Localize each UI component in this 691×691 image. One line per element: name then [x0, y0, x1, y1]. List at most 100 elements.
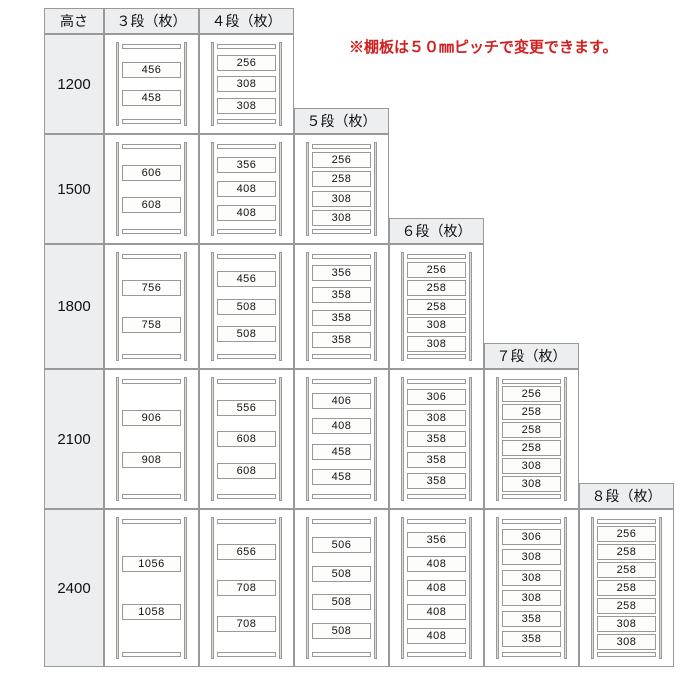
- board-value: 458: [312, 444, 371, 460]
- board-value: 708: [217, 616, 276, 632]
- shelf-cell-2400-4: 656708708: [199, 509, 294, 667]
- board-value: 408: [217, 181, 276, 197]
- shelf-cell-2100-7: 256258258258308308: [484, 369, 579, 509]
- board-value: 258: [597, 562, 656, 578]
- board-value: 508: [312, 623, 371, 639]
- tier-header-6: ６段（枚）: [389, 218, 484, 244]
- board-value: 1058: [122, 604, 181, 620]
- board-value: 258: [407, 280, 466, 296]
- board-value: 258: [502, 422, 561, 438]
- shelf-cell-2400-5: 506 508 508 508: [294, 509, 389, 667]
- board-value: 356: [217, 157, 276, 173]
- board-value: 358: [312, 287, 371, 303]
- board-value: 356: [312, 265, 371, 281]
- board-value: 456: [122, 62, 181, 78]
- board-value: 308: [502, 476, 561, 492]
- shelf-cell-2400-3: 1056 1058: [104, 509, 199, 667]
- shelf-cell-2100-6: 306308358358358: [389, 369, 484, 509]
- board-value: 258: [597, 544, 656, 560]
- board-value: 308: [407, 336, 466, 352]
- shelf-cell-1800-5: 356 358 358 358: [294, 244, 389, 369]
- shelf-cell-2400-7: 306308308308358358: [484, 509, 579, 667]
- shelf-diagram: 356 408 408: [211, 142, 282, 236]
- board-value: 308: [502, 570, 561, 586]
- board-value: 308: [597, 634, 656, 650]
- board-value: 1056: [122, 556, 181, 572]
- board-value: 358: [502, 631, 561, 647]
- shelf-diagram: 356 358 358 358: [306, 252, 377, 361]
- board-value: 408: [217, 205, 276, 221]
- board-value: 308: [502, 590, 561, 606]
- board-value: 456: [217, 271, 276, 287]
- shelf-cell-2100-4: 556 608 608: [199, 369, 294, 509]
- tier-header-7: ７段（枚）: [484, 343, 579, 369]
- height-label-1800: 1800: [44, 244, 104, 369]
- shelf-diagram: 256308308: [211, 42, 282, 126]
- board-value: 508: [312, 566, 371, 582]
- board-value: 358: [407, 473, 466, 489]
- board-value: 606: [122, 165, 181, 181]
- board-value: 308: [312, 210, 371, 226]
- board-value: 408: [407, 604, 466, 620]
- board-value: 408: [312, 418, 371, 434]
- shelf-cell-1800-6: 256258258308308: [389, 244, 484, 369]
- shelf-diagram: 556 608 608: [211, 377, 282, 501]
- shelf-diagram: 506 508 508 508: [306, 517, 377, 659]
- board-value: 906: [122, 410, 181, 426]
- tier-header-3: ３段（枚）: [104, 8, 199, 34]
- tier-header-8: ８段（枚）: [579, 483, 674, 509]
- board-value: 306: [502, 529, 561, 545]
- board-value: 256: [407, 262, 466, 278]
- board-value: 306: [407, 389, 466, 405]
- shelf-cell-2400-6: 356 408 408 408 408: [389, 509, 484, 667]
- board-value: 508: [312, 594, 371, 610]
- shelf-cell-1500-4: 356 408 408: [199, 134, 294, 244]
- board-value: 408: [407, 580, 466, 596]
- board-value: 608: [122, 197, 181, 213]
- board-value: 608: [217, 431, 276, 447]
- height-label-1500: 1500: [44, 134, 104, 244]
- board-value: 258: [502, 404, 561, 420]
- board-value: 458: [122, 90, 181, 106]
- tier-header-4: ４段（枚）: [199, 8, 294, 34]
- board-value: 506: [312, 537, 371, 553]
- shelf-cell-1800-4: 456 508 508: [199, 244, 294, 369]
- shelf-diagram: 256258258258258308308: [591, 517, 662, 659]
- board-value: 908: [122, 452, 181, 468]
- board-value: 608: [217, 463, 276, 479]
- height-header: 高さ: [44, 8, 104, 34]
- board-value: 256: [502, 386, 561, 402]
- board-value: 406: [312, 393, 371, 409]
- board-value: 308: [217, 98, 276, 114]
- shelf-diagram: 656708708: [211, 517, 282, 659]
- board-value: 358: [312, 310, 371, 326]
- board-value: 308: [407, 410, 466, 426]
- shelf-diagram: 306308308308358358: [496, 517, 567, 659]
- shelf-cell-1800-3: 756758: [104, 244, 199, 369]
- board-value: 258: [597, 598, 656, 614]
- shelf-cell-1200-3: 456 458: [104, 34, 199, 134]
- board-value: 508: [217, 326, 276, 342]
- board-value: 408: [407, 628, 466, 644]
- board-value: 708: [217, 580, 276, 596]
- board-value: 508: [217, 299, 276, 315]
- board-value: 308: [502, 549, 561, 565]
- board-value: 308: [407, 317, 466, 333]
- board-value: 258: [597, 580, 656, 596]
- shelf-diagram: 756758: [116, 252, 187, 361]
- shelf-cell-1500-5: 256258308308: [294, 134, 389, 244]
- board-value: 408: [407, 556, 466, 572]
- shelf-cell-1200-4: 256308308: [199, 34, 294, 134]
- board-value: 256: [312, 152, 371, 168]
- board-value: 358: [407, 452, 466, 468]
- board-value: 356: [407, 532, 466, 548]
- shelf-diagram: 906 908: [116, 377, 187, 501]
- board-value: 256: [217, 55, 276, 71]
- shelf-diagram: 406408458458: [306, 377, 377, 501]
- board-value: 308: [597, 616, 656, 632]
- board-value: 556: [217, 400, 276, 416]
- shelf-diagram: 306308358358358: [401, 377, 472, 501]
- shelf-cell-2400-8: 256258258258258308308: [579, 509, 674, 667]
- board-value: 756: [122, 280, 181, 296]
- board-value: 358: [312, 332, 371, 348]
